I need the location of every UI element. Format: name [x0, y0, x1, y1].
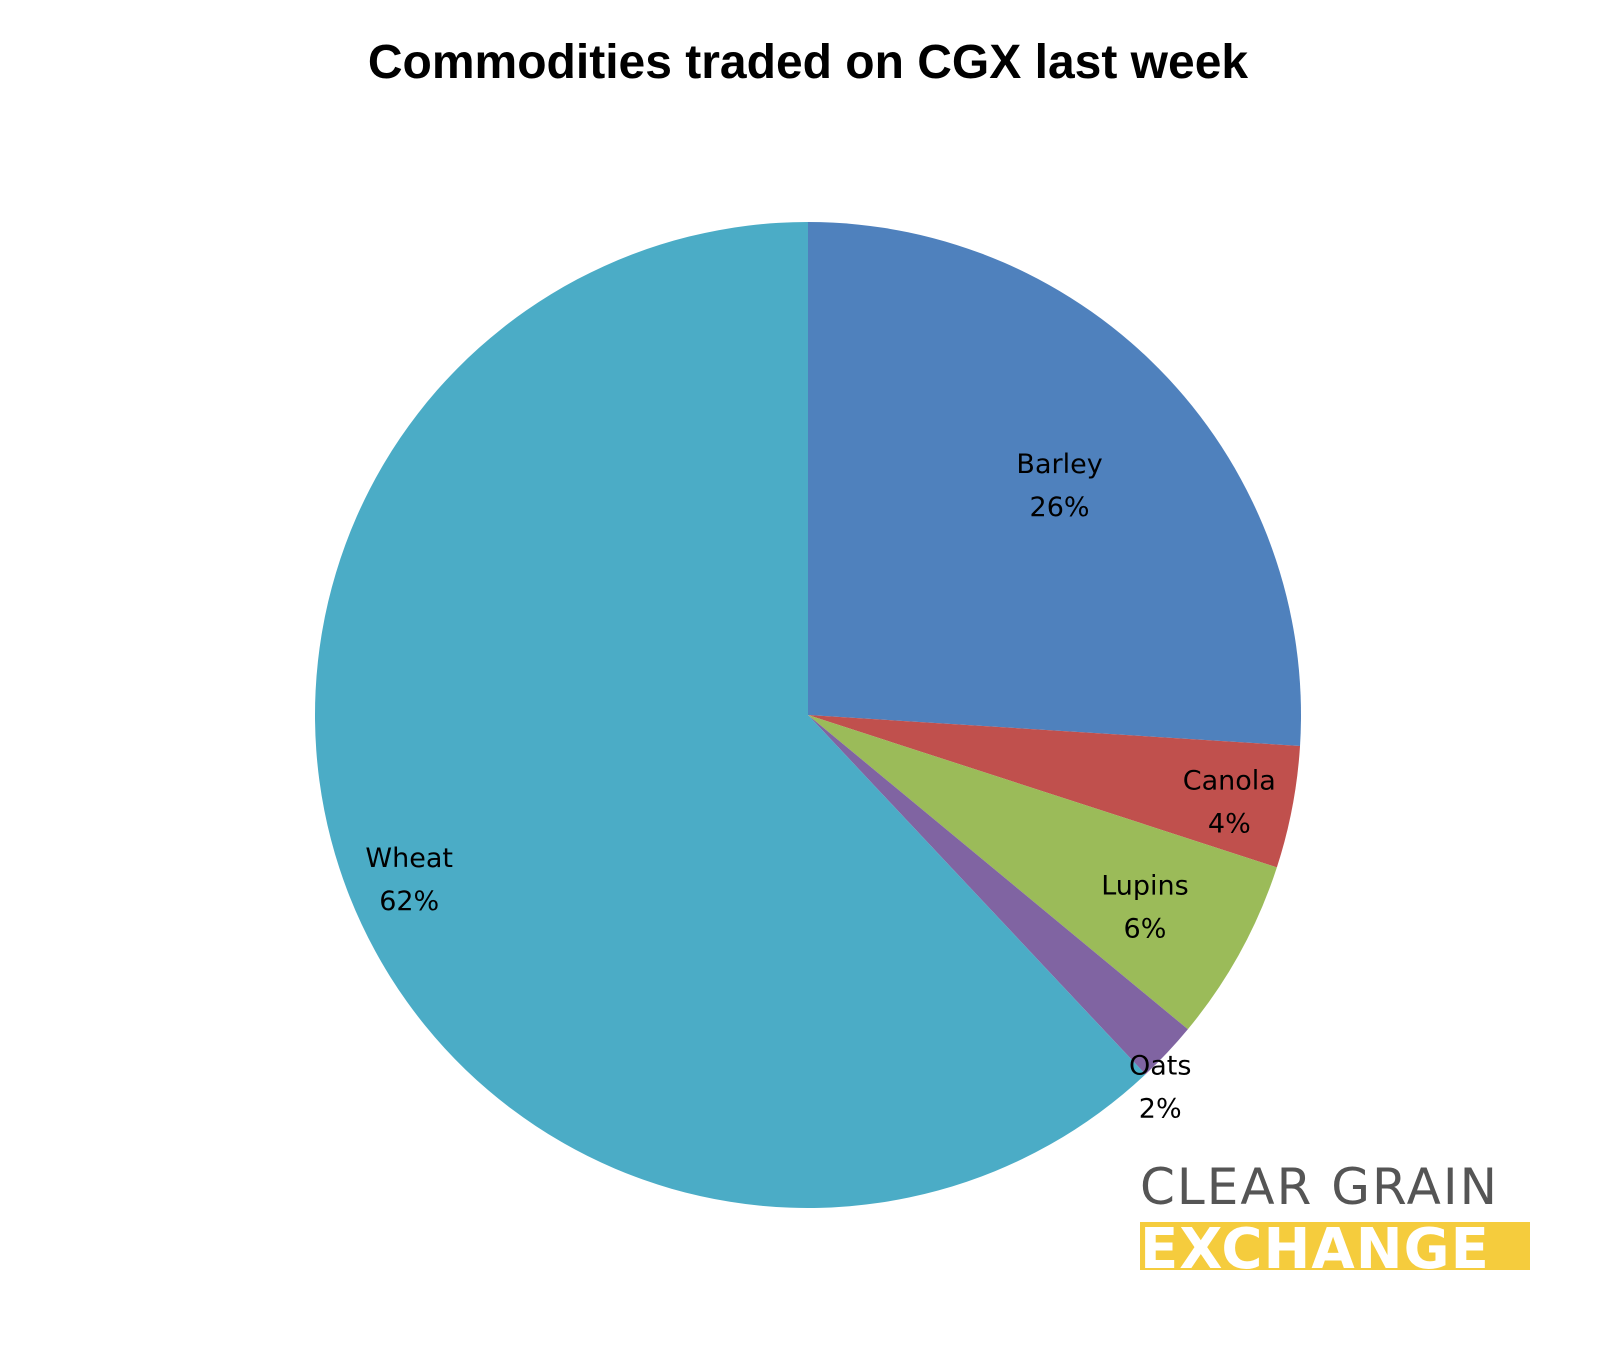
- logo-line1: CLEAR GRAIN: [1140, 1158, 1499, 1216]
- logo-line2: EXCHANGE: [1140, 1217, 1490, 1282]
- slice-label-lupins: Lupins: [1101, 870, 1189, 901]
- slice-value-oats: 2%: [1139, 1094, 1182, 1125]
- slice-value-lupins: 6%: [1124, 913, 1167, 944]
- slice-value-canola: 4%: [1208, 808, 1251, 839]
- pie-slice-oats: [808, 715, 1188, 1075]
- clear-grain-exchange-logo: CLEAR GRAIN EXCHANGE: [1140, 1158, 1530, 1282]
- slice-labels: Barley 26% Canola 4% Lupins 6% Oats 2% Wheat 62%: [365, 449, 1275, 1125]
- slice-value-barley: 26%: [1030, 492, 1090, 523]
- slice-value-wheat: 62%: [379, 886, 439, 917]
- pie-slice-canola: [808, 715, 1301, 868]
- slice-label-barley: Barley: [1016, 449, 1102, 480]
- pie-slice-wheat: [314, 222, 1146, 1208]
- chart-title: Commodities traded on CGX last week: [368, 36, 1249, 89]
- slice-label-oats: Oats: [1129, 1051, 1191, 1082]
- pie-slice-lupins: [808, 715, 1277, 1030]
- slice-label-wheat: Wheat: [365, 843, 453, 874]
- pie-slice-barley: [808, 222, 1301, 746]
- slice-label-canola: Canola: [1183, 765, 1276, 796]
- logo-bar: [1140, 1222, 1530, 1270]
- pie-slices: [314, 222, 1301, 1208]
